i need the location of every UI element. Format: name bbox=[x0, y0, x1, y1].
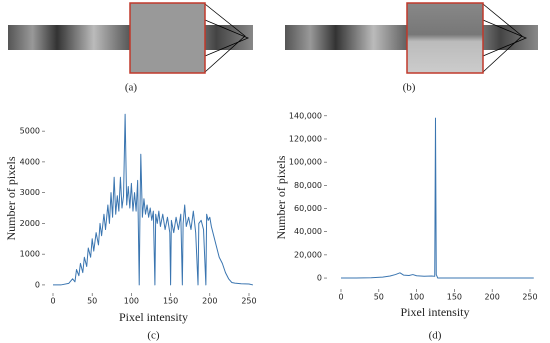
x-tick-label: 250 bbox=[241, 297, 256, 306]
x-tick-label: 50 bbox=[374, 293, 384, 302]
y-tick-label: 1000 bbox=[20, 250, 40, 259]
y-tick-label: 140,000 bbox=[289, 111, 322, 120]
x-axis-label: Pixel intensity bbox=[119, 310, 188, 324]
y-tick-label: 120,000 bbox=[289, 134, 322, 143]
y-tick-label: 5000 bbox=[20, 127, 40, 136]
x-tick-label: 150 bbox=[447, 293, 462, 302]
caption: (b) bbox=[403, 82, 416, 94]
caption: (c) bbox=[147, 330, 160, 342]
x-tick-label: 100 bbox=[124, 297, 139, 306]
image-b bbox=[285, 2, 538, 74]
x-tick-label: 0 bbox=[50, 297, 55, 306]
line bbox=[53, 113, 254, 286]
y-tick-label: 2000 bbox=[20, 219, 40, 228]
image-a bbox=[8, 2, 253, 74]
y-axis-label: Number of pixels bbox=[4, 156, 18, 240]
y-tick-label: 80,000 bbox=[294, 181, 322, 190]
x-tick-label: 250 bbox=[522, 293, 537, 302]
caption: (a) bbox=[125, 82, 138, 94]
x-tick-label: 150 bbox=[163, 297, 178, 306]
x-tick-label: 200 bbox=[485, 293, 500, 302]
x-tick-label: 100 bbox=[409, 293, 424, 302]
x-axis-label: Pixel intensity bbox=[401, 305, 470, 319]
x-tick-label: 0 bbox=[338, 293, 343, 302]
y-tick-label: 0 bbox=[35, 280, 40, 289]
y-tick-label: 100,000 bbox=[289, 158, 322, 167]
y-tick-label: 20,000 bbox=[294, 250, 322, 259]
y-tick-label: 40,000 bbox=[294, 227, 322, 236]
x-tick-label: 200 bbox=[202, 297, 217, 306]
y-tick-label: 60,000 bbox=[294, 204, 322, 213]
y-axis-label: Number of pixels bbox=[274, 155, 288, 239]
y-tick-label: 3000 bbox=[20, 188, 40, 197]
y-tick-label: 0 bbox=[317, 274, 322, 283]
line bbox=[341, 117, 534, 279]
caption: (d) bbox=[429, 330, 442, 342]
y-tick-label: 4000 bbox=[20, 157, 40, 166]
x-tick-label: 50 bbox=[87, 297, 97, 306]
